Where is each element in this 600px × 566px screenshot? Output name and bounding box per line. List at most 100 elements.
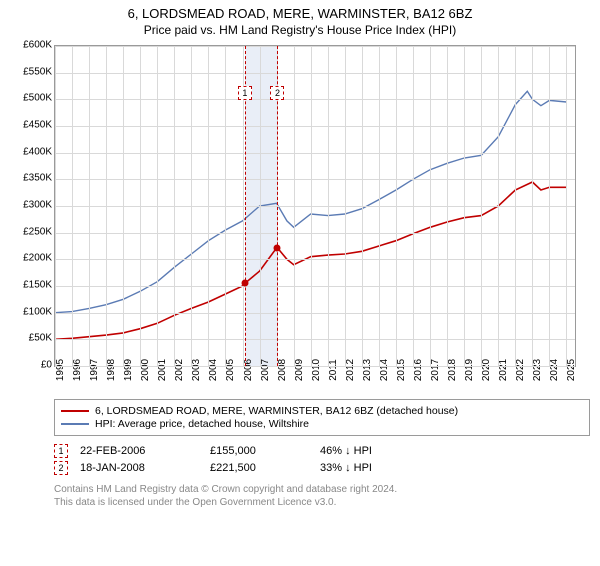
grid-v [72,46,73,366]
grid-v [549,46,550,366]
sale-row: 122-FEB-2006£155,00046% ↓ HPI [54,444,590,458]
grid-v [447,46,448,366]
y-tick-label: £400K [23,146,52,157]
x-tick-label: 2025 [566,359,577,381]
legend-label: 6, LORDSMEAD ROAD, MERE, WARMINSTER, BA1… [95,405,458,417]
grid-v [481,46,482,366]
grid-h [55,233,575,234]
sale-marker-inline: 1 [54,444,68,458]
x-tick-label: 2005 [225,359,236,381]
x-tick-label: 2000 [140,359,151,381]
x-tick-label: 2009 [294,359,305,381]
grid-v [208,46,209,366]
x-tick-label: 2014 [379,359,390,381]
grid-v [566,46,567,366]
sale-date: 18-JAN-2008 [80,462,210,474]
x-tick-label: 2004 [208,359,219,381]
x-tick-label: 2015 [396,359,407,381]
grid-h [55,126,575,127]
x-tick-label: 2013 [362,359,373,381]
sale-delta: 46% ↓ HPI [320,445,430,457]
legend-label: HPI: Average price, detached house, Wilt… [95,418,309,430]
sale-delta: 33% ↓ HPI [320,462,430,474]
legend-swatch [61,410,89,412]
x-tick-label: 2002 [174,359,185,381]
x-tick-label: 1995 [55,359,66,381]
grid-v [260,46,261,366]
grid-v [55,46,56,366]
x-tick-label: 1997 [89,359,100,381]
grid-h [55,366,575,367]
grid-v [515,46,516,366]
legend-row: HPI: Average price, detached house, Wilt… [61,418,583,430]
x-tick-label: 2010 [311,359,322,381]
grid-h [55,313,575,314]
x-tick-label: 2016 [413,359,424,381]
plot-region: 1995199619971998199920002001200220032004… [54,45,576,367]
sale-marker-inline: 2 [54,461,68,475]
x-tick-label: 2003 [191,359,202,381]
y-tick-label: £500K [23,93,52,104]
grid-h [55,259,575,260]
x-tick-label: 2007 [260,359,271,381]
sale-price: £155,000 [210,445,320,457]
x-tick-label: 2017 [430,359,441,381]
x-tick-label: 2012 [345,359,356,381]
grid-v [191,46,192,366]
x-tick-label: 1996 [72,359,83,381]
x-tick-label: 2011 [328,359,339,381]
footer-line-1: Contains HM Land Registry data © Crown c… [54,483,590,496]
x-tick-label: 2020 [481,359,492,381]
grid-v [174,46,175,366]
x-tick-label: 1998 [106,359,117,381]
grid-v [362,46,363,366]
grid-v [294,46,295,366]
grid-v [328,46,329,366]
y-tick-label: £50K [29,333,52,344]
x-axis-ticks: 1995199619971998199920002001200220032004… [55,366,575,394]
sale-marker-2: 2 [270,86,284,100]
sale-dot [241,280,248,287]
chart-title: 6, LORDSMEAD ROAD, MERE, WARMINSTER, BA1… [0,6,600,21]
y-tick-label: £300K [23,200,52,211]
y-tick-label: £600K [23,40,52,51]
y-tick-label: £450K [23,120,52,131]
grid-v [89,46,90,366]
grid-h [55,179,575,180]
grid-h [55,286,575,287]
y-tick-label: £250K [23,226,52,237]
y-tick-label: £150K [23,280,52,291]
grid-h [55,339,575,340]
grid-v [464,46,465,366]
grid-v [311,46,312,366]
grid-v [498,46,499,366]
x-tick-label: 2023 [532,359,543,381]
grid-h [55,206,575,207]
y-tick-label: £550K [23,66,52,77]
grid-v [140,46,141,366]
grid-v [379,46,380,366]
footer-attribution: Contains HM Land Registry data © Crown c… [54,483,590,509]
y-tick-label: £100K [23,306,52,317]
legend-row: 6, LORDSMEAD ROAD, MERE, WARMINSTER, BA1… [61,405,583,417]
x-tick-label: 2024 [549,359,560,381]
grid-h [55,99,575,100]
x-tick-label: 2022 [515,359,526,381]
grid-v [106,46,107,366]
sales-list: 122-FEB-2006£155,00046% ↓ HPI 2 18-JAN-200… [54,444,590,475]
grid-v [532,46,533,366]
grid-h [55,46,575,47]
footer-line-2: This data is licensed under the Open Gov… [54,496,590,509]
grid-v [396,46,397,366]
legend-swatch [61,423,89,425]
chart-subtitle: Price paid vs. HM Land Registry's House … [0,23,600,37]
chart-area: £0£50K£100K£150K£200K£250K£300K£350K£400… [10,45,590,365]
y-tick-label: £350K [23,173,52,184]
x-tick-label: 2001 [157,359,168,381]
y-axis-ticks: £0£50K£100K£150K£200K£250K£300K£350K£400… [10,45,54,365]
grid-v [413,46,414,366]
y-tick-label: £200K [23,253,52,264]
grid-v [430,46,431,366]
y-tick-label: £0 [41,360,52,371]
grid-v [345,46,346,366]
